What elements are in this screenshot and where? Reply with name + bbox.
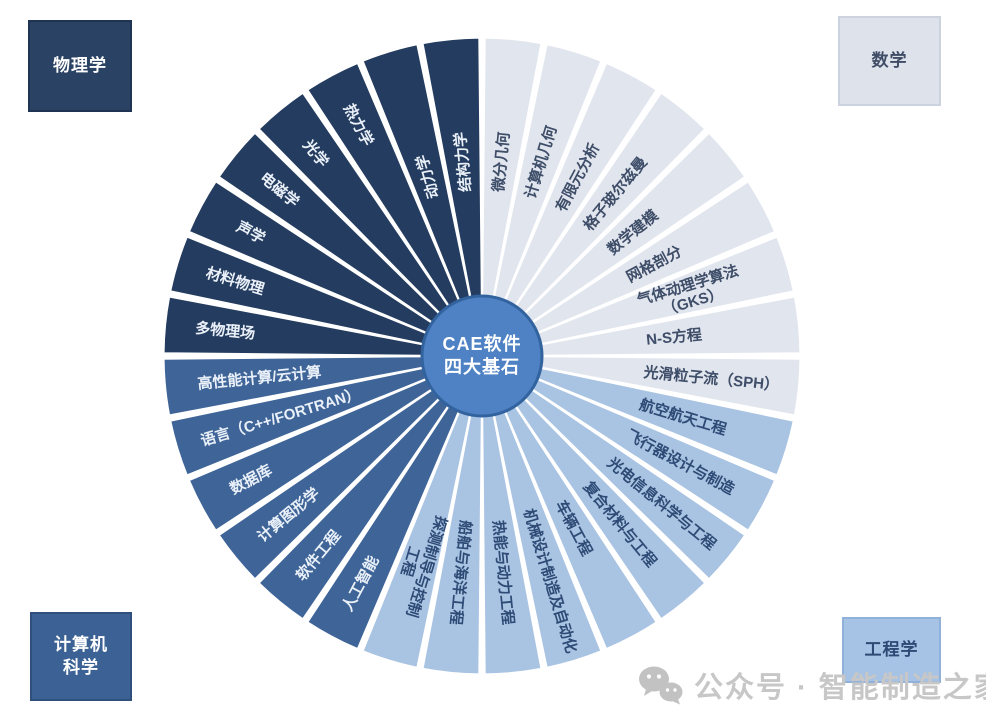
center-hub-title: 四大基石 bbox=[444, 356, 520, 377]
center-hub-title: CAE软件 bbox=[442, 333, 521, 354]
wechat-icon bbox=[639, 666, 683, 705]
quadrant-label-math: 数学 bbox=[838, 16, 941, 106]
watermark: 公众号 · 智能制造之家 bbox=[638, 664, 986, 706]
quadrant-label-text: 工程学 bbox=[864, 639, 919, 659]
segment-label-group: 微分几何 bbox=[489, 131, 513, 193]
segment-label: N-S方程 bbox=[645, 325, 702, 348]
segment-label-group: N-S方程 bbox=[645, 325, 702, 348]
quadrant-label-text: 科学 bbox=[63, 657, 99, 677]
segment-label-group: 多物理场 bbox=[194, 319, 255, 343]
quadrant-label-text: 物理学 bbox=[53, 55, 107, 75]
quadrant-label-computer-science: 计算机 科学 bbox=[30, 612, 132, 701]
center-hub bbox=[420, 294, 544, 418]
segment-label: 结构力学 bbox=[451, 131, 475, 192]
watermark-text: 公众号 · 智能制造之家 bbox=[694, 672, 986, 704]
segment-label: 微分几何 bbox=[489, 131, 513, 193]
quadrant-label-text: 计算机 bbox=[54, 634, 108, 654]
quadrant-label-text: 数学 bbox=[871, 50, 908, 70]
segment-label-group: 结构力学 bbox=[451, 131, 475, 192]
quadrant-label-physics: 物理学 bbox=[28, 20, 132, 112]
segment-label: 多物理场 bbox=[194, 319, 255, 343]
quadrant-label-engineering: 工程学 bbox=[842, 617, 941, 683]
